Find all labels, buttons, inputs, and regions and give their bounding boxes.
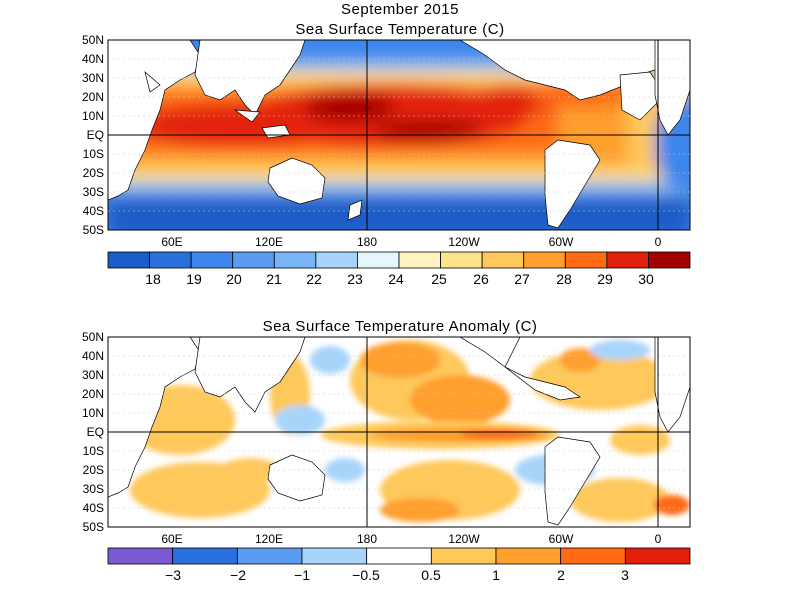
lat-label: 50S <box>83 223 104 237</box>
colorbar-swatch <box>560 547 626 565</box>
sst-panel-title: Sea Surface Temperature (C) <box>295 21 505 38</box>
anomaly-lon-labels: 60E 120E 180 120W 60W 0 <box>161 532 661 546</box>
lat-label: 40N <box>82 349 104 363</box>
colorbar-swatch <box>357 251 400 269</box>
colorbar-swatch <box>398 251 441 269</box>
sst-colorbar <box>107 251 691 269</box>
sst-colorbar-labels: 18 19 20 21 22 23 24 25 26 27 28 29 30 <box>145 271 654 287</box>
colorbar-swatch <box>107 251 150 269</box>
lat-label: 40S <box>83 204 104 218</box>
anomaly-panel-title: Sea Surface Temperature Anomaly (C) <box>262 318 538 335</box>
colorbar-label: 1 <box>492 567 500 583</box>
colorbar-swatch <box>523 251 566 269</box>
colorbar-swatch <box>301 547 368 565</box>
colorbar-label: 22 <box>306 271 322 287</box>
colorbar-label: 0.5 <box>421 567 441 583</box>
colorbar-swatch <box>648 251 691 269</box>
colorbar-swatch <box>606 251 649 269</box>
lat-label: 40N <box>82 52 104 66</box>
lon-label: 0 <box>655 532 662 546</box>
anomaly-gridlines <box>108 355 690 509</box>
colorbar-label: 2 <box>557 567 565 583</box>
colorbar-label: 25 <box>431 271 447 287</box>
lat-label: 50N <box>82 33 104 47</box>
colorbar-swatch <box>273 251 317 269</box>
colorbar-swatch <box>495 547 562 565</box>
sst-gridlines <box>108 58 690 212</box>
colorbar-label: 18 <box>145 271 161 287</box>
lat-label: 20N <box>82 90 104 104</box>
colorbar-swatch <box>107 547 174 565</box>
lat-label: 10S <box>83 444 104 458</box>
lat-label: 40S <box>83 501 104 515</box>
lat-label: EQ <box>87 128 104 142</box>
sst-map <box>108 40 690 230</box>
colorbar-label: 3 <box>621 567 629 583</box>
lat-label: 30S <box>83 185 104 199</box>
colorbar-swatch <box>315 251 358 269</box>
colorbar-swatch <box>232 251 275 269</box>
colorbar-label: 26 <box>473 271 489 287</box>
lat-label: 10N <box>82 406 104 420</box>
colorbar-swatch <box>172 547 238 565</box>
colorbar-swatch <box>236 547 303 565</box>
anomaly-lat-labels: 50N 40N 30N 20N 10N EQ 10S 20S 30S 40S 5… <box>82 330 104 534</box>
lat-label: 20S <box>83 463 104 477</box>
lat-label: 30N <box>82 368 104 382</box>
anomaly-colorbar-labels: −3 −2 −1 −0.5 0.5 1 2 3 <box>165 567 629 583</box>
lon-label: 180 <box>357 235 377 249</box>
colorbar-label: 27 <box>514 271 530 287</box>
colorbar-swatch <box>366 547 432 565</box>
colorbar-swatch <box>624 547 691 565</box>
page-title: September 2015 <box>341 1 459 18</box>
colorbar-label: 24 <box>388 271 404 287</box>
lat-label: 30S <box>83 482 104 496</box>
colorbar-label: −0.5 <box>352 567 380 583</box>
colorbar-label: −1 <box>294 567 310 583</box>
colorbar-label: 29 <box>597 271 613 287</box>
lon-label: 60E <box>161 235 182 249</box>
colorbar-label: 28 <box>556 271 572 287</box>
lat-label: 50N <box>82 330 104 344</box>
colorbar-swatch <box>149 251 192 269</box>
colorbar-swatch <box>440 251 483 269</box>
colorbar-swatch <box>564 251 608 269</box>
colorbar-label: −2 <box>230 567 246 583</box>
lon-label: 120W <box>448 532 480 546</box>
lon-label: 120W <box>448 235 480 249</box>
colorbar-label: 19 <box>186 271 202 287</box>
anomaly-colorbar <box>107 547 691 565</box>
lat-label: 20S <box>83 166 104 180</box>
colorbar-label: 21 <box>266 271 282 287</box>
continents-anomaly <box>108 337 690 526</box>
sst-lon-labels: 60E 120E 180 120W 60W 0 <box>161 235 661 249</box>
lon-label: 180 <box>357 532 377 546</box>
colorbar-swatch <box>190 251 234 269</box>
colorbar-swatch <box>481 251 525 269</box>
sst-lat-labels: 50N 40N 30N 20N 10N EQ 10S 20S 30S 40S 5… <box>82 33 104 237</box>
lon-label: 120E <box>255 532 283 546</box>
lon-label: 60W <box>549 532 574 546</box>
lat-label: 10S <box>83 147 104 161</box>
lon-label: 60E <box>161 532 182 546</box>
lat-label: 30N <box>82 71 104 85</box>
lon-label: 60W <box>549 235 574 249</box>
lat-label: EQ <box>87 425 104 439</box>
lon-label: 0 <box>655 235 662 249</box>
colorbar-swatch <box>430 547 497 565</box>
lat-label: 50S <box>83 520 104 534</box>
colorbar-label: 30 <box>638 271 654 287</box>
lat-label: 10N <box>82 109 104 123</box>
lat-label: 20N <box>82 387 104 401</box>
colorbar-label: 23 <box>347 271 363 287</box>
colorbar-label: 20 <box>226 271 242 287</box>
lon-label: 120E <box>255 235 283 249</box>
colorbar-label: −3 <box>165 567 181 583</box>
continents <box>108 40 690 229</box>
